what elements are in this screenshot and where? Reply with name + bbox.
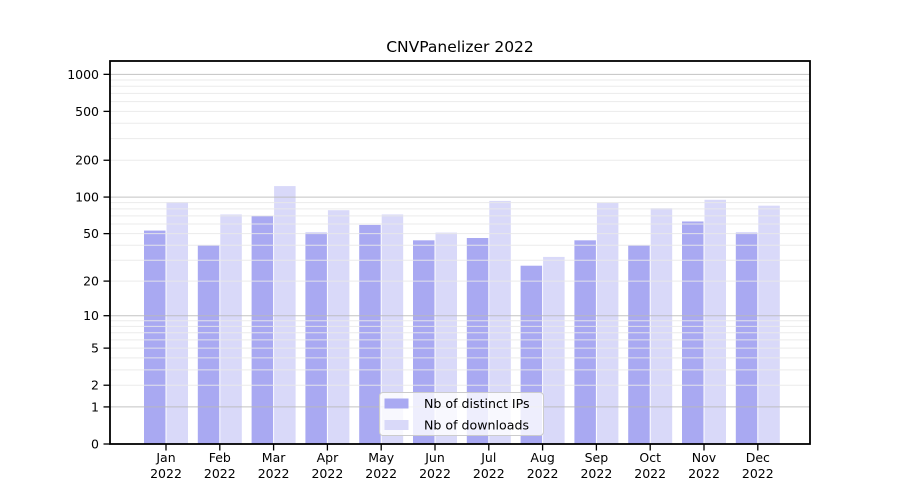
x-tick-month-may: May — [368, 450, 394, 465]
y-tick-label-100: 100 — [75, 190, 99, 205]
bar-sep-distinct-ips — [574, 240, 596, 444]
bar-nov-downloads — [704, 199, 726, 444]
x-tick-label-jun: Jun 2022 — [419, 450, 451, 481]
legend-swatch-distinct-ips — [384, 398, 409, 409]
x-tick-year-feb: 2022 — [204, 466, 236, 481]
bar-may-distinct-ips — [359, 224, 381, 444]
x-tick-year-dec: 2022 — [742, 466, 774, 481]
y-tick-label-500: 500 — [75, 104, 99, 119]
x-tick-label-jul: Jul 2022 — [473, 450, 505, 481]
x-tick-label-feb: Feb 2022 — [204, 450, 236, 481]
x-tick-label-aug: Aug 2022 — [527, 450, 559, 481]
legend-box — [379, 392, 544, 436]
x-tick-year-jan: 2022 — [150, 466, 182, 481]
legend-label-distinct-ips: Nb of distinct IPs — [424, 396, 530, 411]
x-tick-label-oct: Oct 2022 — [634, 450, 666, 481]
x-tick-label-dec: Dec 2022 — [742, 450, 774, 481]
x-tick-label-nov: Nov 2022 — [688, 450, 720, 481]
bar-feb-distinct-ips — [197, 245, 220, 444]
x-tick-year-mar: 2022 — [258, 466, 290, 481]
x-tick-label-sep: Sep 2022 — [580, 450, 612, 481]
bar-mar-distinct-ips — [251, 215, 274, 444]
x-tick-month-nov: Nov — [692, 450, 717, 465]
y-tick-label-1: 1 — [91, 399, 99, 414]
x-tick-year-nov: 2022 — [688, 466, 720, 481]
x-tick-label-jan: Jan 2022 — [150, 450, 182, 481]
legend-label-downloads: Nb of downloads — [424, 418, 529, 433]
bar-oct-distinct-ips — [628, 245, 650, 444]
x-tick-month-apr: Apr — [317, 450, 339, 465]
bar-jan-downloads — [166, 202, 188, 444]
chart-title: CNVPanelizer 2022 — [386, 38, 534, 56]
bar-apr-distinct-ips — [305, 232, 327, 444]
y-tick-label-20: 20 — [83, 274, 99, 289]
legend: Nb of distinct IPs Nb of downloads — [379, 392, 544, 436]
x-tick-month-jun: Jun — [424, 450, 445, 465]
x-tick-label-mar: Mar 2022 — [258, 450, 290, 481]
legend-swatch-downloads — [384, 420, 409, 430]
bar-may-downloads — [381, 214, 404, 444]
x-tick-month-jan: Jan — [155, 450, 175, 465]
x-tick-month-aug: Aug — [530, 450, 554, 465]
x-tick-year-oct: 2022 — [634, 466, 666, 481]
y-tick-label-200: 200 — [75, 153, 99, 168]
y-tick-label-0: 0 — [91, 437, 99, 452]
x-tick-month-feb: Feb — [209, 450, 231, 465]
x-tick-year-apr: 2022 — [311, 466, 343, 481]
x-tick-month-jul: Jul — [480, 450, 496, 465]
x-tick-year-jun: 2022 — [419, 466, 451, 481]
x-tick-label-apr: Apr 2022 — [311, 450, 343, 481]
x-tick-year-jul: 2022 — [473, 466, 505, 481]
bar-aug-downloads — [543, 256, 565, 444]
bar-jun-downloads — [435, 232, 457, 444]
y-tick-label-2: 2 — [91, 378, 99, 393]
bar-dec-distinct-ips — [735, 232, 758, 444]
bar-jan-distinct-ips — [144, 230, 166, 444]
y-tick-label-1000: 1000 — [67, 67, 99, 82]
x-tick-month-oct: Oct — [639, 450, 661, 465]
x-tick-label-may: May 2022 — [365, 450, 397, 481]
y-tick-label-10: 10 — [83, 308, 99, 323]
plot-border — [109, 60, 811, 445]
bar-feb-downloads — [220, 214, 242, 444]
y-tick-label-5: 5 — [91, 341, 99, 356]
y-tick-label-50: 50 — [83, 226, 99, 241]
x-tick-month-dec: Dec — [746, 450, 770, 465]
bar-sep-downloads — [596, 202, 619, 444]
x-tick-year-may: 2022 — [365, 466, 397, 481]
x-tick-year-aug: 2022 — [527, 466, 559, 481]
x-tick-year-sep: 2022 — [580, 466, 612, 481]
x-tick-month-sep: Sep — [585, 450, 609, 465]
x-tick-month-mar: Mar — [262, 450, 286, 465]
bar-dec-downloads — [758, 205, 780, 444]
bar-jul-downloads — [489, 200, 511, 444]
bar-mar-downloads — [274, 186, 296, 444]
